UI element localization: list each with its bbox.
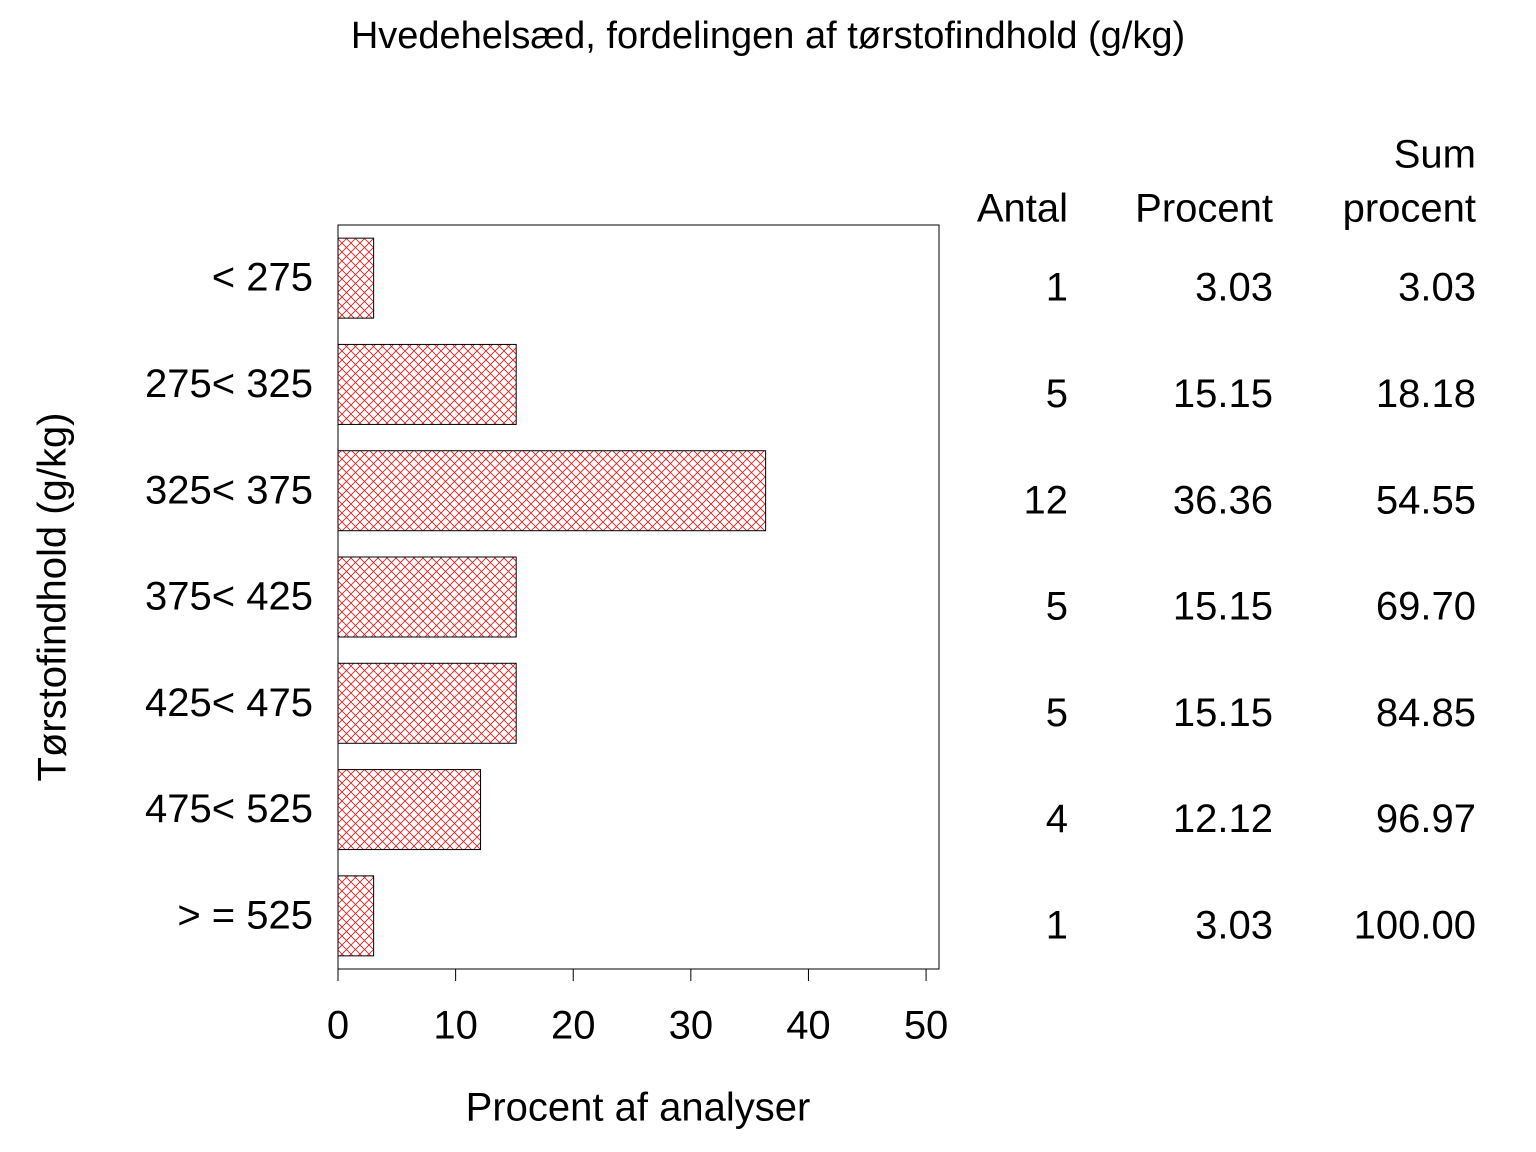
y-axis-label: Tørstofindhold (g/kg) (31, 412, 75, 781)
x-tick-label: 30 (669, 1004, 714, 1048)
bar (337, 237, 375, 319)
x-axis-label: Procent af analyser (466, 1086, 811, 1130)
y-tick-label: 375< 425 (145, 575, 313, 619)
y-tick-label: < 275 (212, 256, 313, 300)
bar (337, 662, 517, 744)
bar (337, 875, 375, 957)
x-tick-label: 40 (786, 1004, 831, 1048)
table-percent: 15.15 (1173, 585, 1273, 629)
table-cumulative: 18.18 (1376, 372, 1476, 416)
table-header: Sum (1394, 133, 1476, 177)
table-count: 12 (1024, 478, 1069, 522)
table-percent: 3.03 (1195, 266, 1273, 310)
bar (337, 343, 517, 425)
table-percent: 3.03 (1195, 903, 1273, 947)
table-percent: 15.15 (1173, 691, 1273, 735)
table-percent: 36.36 (1173, 478, 1273, 522)
table-cumulative: 54.55 (1376, 478, 1476, 522)
table-cumulative: 96.97 (1376, 797, 1476, 841)
bar (337, 769, 482, 851)
table-header: procent (1343, 187, 1476, 231)
y-tick-label: 325< 375 (145, 468, 313, 512)
table-cumulative: 3.03 (1398, 266, 1476, 310)
x-tick-label: 50 (904, 1004, 949, 1048)
table-cumulative: 69.70 (1376, 585, 1476, 629)
table-count: 5 (1046, 585, 1068, 629)
table-count: 1 (1046, 903, 1068, 947)
x-tick-label: 0 (327, 1004, 349, 1048)
x-tick-label: 10 (433, 1004, 478, 1048)
table-percent: 12.12 (1173, 797, 1273, 841)
table-header: Antal (977, 187, 1068, 231)
table-percent: 15.15 (1173, 372, 1273, 416)
bar (337, 556, 517, 638)
table-cumulative: 100.00 (1354, 903, 1476, 947)
y-tick-label: 475< 525 (145, 787, 313, 831)
table-header: Procent (1135, 187, 1273, 231)
table-count: 1 (1046, 266, 1068, 310)
table-cumulative: 84.85 (1376, 691, 1476, 735)
y-tick-label: 425< 475 (145, 681, 313, 725)
bar (337, 450, 767, 532)
y-tick-label: 275< 325 (145, 362, 313, 406)
table-count: 5 (1046, 691, 1068, 735)
table-count: 5 (1046, 372, 1068, 416)
chart-title: Hvedehelsæd, fordelingen af tørstofindho… (351, 15, 1185, 57)
table-count: 4 (1046, 797, 1068, 841)
y-tick-label: > = 525 (177, 893, 313, 937)
x-tick-label: 20 (551, 1004, 596, 1048)
